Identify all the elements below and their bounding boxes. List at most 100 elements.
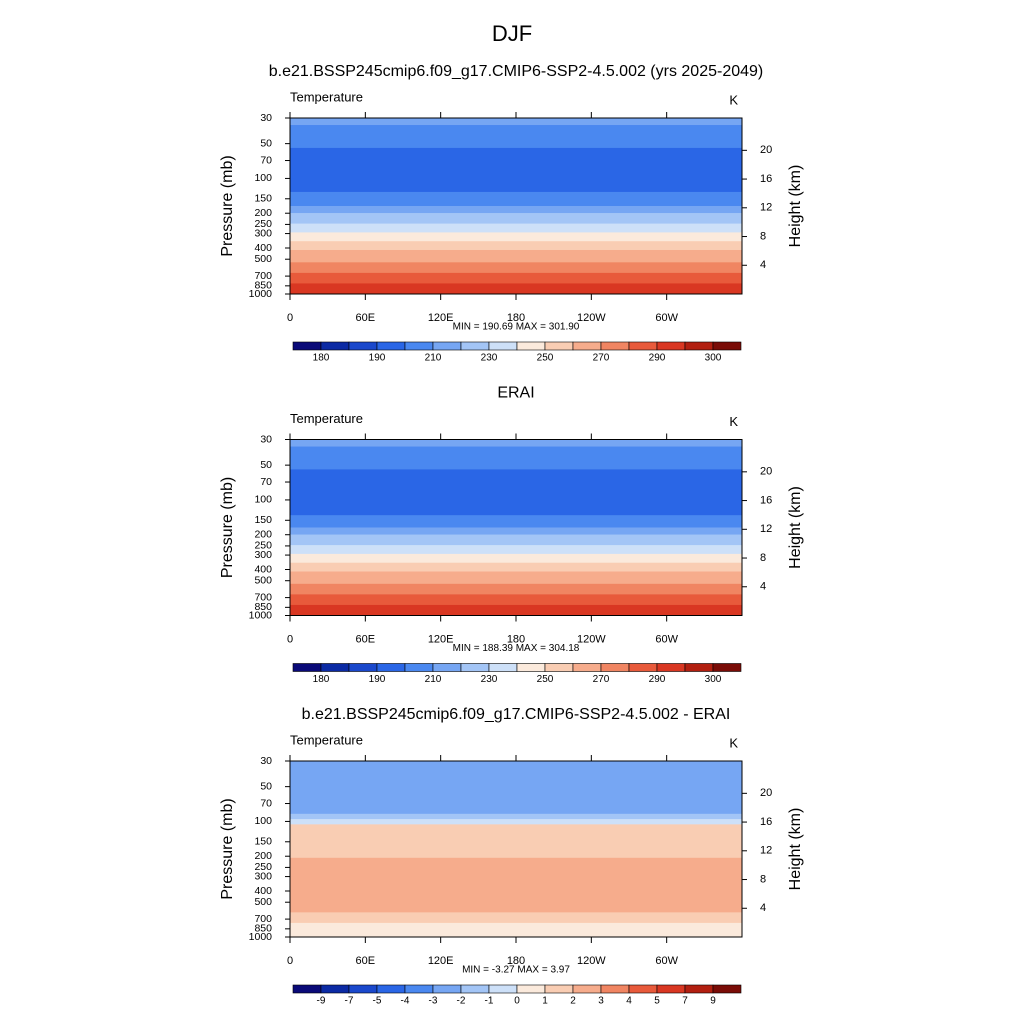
- y-tick-label: 200: [254, 529, 272, 541]
- x-tick-label: 120E: [428, 312, 454, 324]
- y-tick-label: 850: [254, 923, 272, 935]
- panel-title: b.e21.BSSP245cmip6.f09_g17.CMIP6-SSP2-4.…: [302, 706, 731, 723]
- colorbar-box: [488, 341, 518, 351]
- x-tick-label: 60W: [655, 312, 678, 324]
- colorbar-box: [376, 984, 406, 994]
- x-tick-label: 120E: [428, 633, 454, 645]
- colorbar-label: 250: [537, 353, 554, 364]
- colorbar-box: [684, 984, 714, 994]
- contour-band: [290, 446, 742, 470]
- colorbar-box: [628, 663, 658, 672]
- y2-tick-label: 4: [760, 259, 766, 271]
- y2-tick-label: 12: [760, 845, 772, 857]
- y-tick-label: 500: [254, 574, 272, 586]
- y-tick-label: 400: [254, 242, 272, 254]
- y-tick-label: 500: [254, 253, 272, 265]
- colorbar-label: 290: [649, 674, 666, 685]
- y-tick-label: 30: [260, 112, 272, 124]
- y-tick-label: 200: [254, 850, 272, 862]
- colorbar-label: -9: [317, 996, 326, 1007]
- colorbar-box: [404, 984, 434, 994]
- colorbar-label: 2: [570, 996, 576, 1007]
- x-tick-label: 60E: [356, 312, 376, 324]
- colorbar-box: [488, 663, 518, 672]
- x-tick-label: 60W: [655, 633, 678, 645]
- x-tick-label: 180: [507, 312, 525, 324]
- y2-tick-label: 20: [760, 787, 772, 799]
- stats: MIN = 190.69 MAX = 301.90: [453, 322, 580, 333]
- y-tick-label: 500: [254, 896, 272, 908]
- contour-band: [290, 545, 742, 555]
- colorbar-label: -4: [401, 996, 410, 1007]
- y2-axis-label: Height (km): [787, 486, 804, 569]
- right-label: K: [729, 735, 738, 750]
- y-tick-label: 30: [260, 433, 272, 445]
- colorbar-box: [572, 341, 602, 351]
- colorbar-label: 290: [649, 353, 666, 364]
- left-label: Temperature: [290, 411, 363, 426]
- colorbar-label: 230: [481, 353, 498, 364]
- x-tick-label: 120E: [428, 955, 454, 967]
- y-axis-label: Pressure (mb): [219, 798, 236, 899]
- y-tick-label: 400: [254, 563, 272, 575]
- y-tick-label: 70: [260, 154, 272, 166]
- colorbar-label: 5: [654, 996, 660, 1007]
- y-tick-label: 400: [254, 885, 272, 897]
- colorbar-label: 1: [542, 996, 548, 1007]
- contour-band: [290, 534, 742, 546]
- colorbar-box: [628, 984, 658, 994]
- colorbar-box: [292, 341, 322, 351]
- contour-band: [290, 912, 742, 924]
- colorbar-box: [656, 984, 686, 994]
- y2-tick-label: 4: [760, 581, 766, 593]
- colorbar-label: 270: [593, 674, 610, 685]
- colorbar-label: -5: [373, 996, 382, 1007]
- colorbar-box: [320, 341, 350, 351]
- contour-band: [290, 583, 742, 595]
- contour-band: [290, 922, 742, 938]
- y-axis-label: Pressure (mb): [219, 477, 236, 578]
- contour-band: [290, 439, 742, 448]
- contour-band: [290, 232, 742, 242]
- x-tick-label: 0: [287, 312, 293, 324]
- y-tick-label: 1000: [249, 609, 273, 621]
- contour-band: [290, 118, 742, 126]
- y-tick-label: 30: [260, 755, 272, 767]
- colorbar-box: [544, 663, 574, 672]
- colorbar-label: 4: [626, 996, 632, 1007]
- x-tick-label: 0: [287, 955, 293, 967]
- x-tick-label: 60E: [356, 633, 376, 645]
- contour-band: [290, 594, 742, 606]
- colorbar-label: 190: [369, 674, 386, 685]
- colorbar-box: [348, 663, 378, 672]
- colorbar-box: [712, 341, 742, 351]
- colorbar-label: 270: [593, 353, 610, 364]
- y-tick-label: 250: [254, 861, 272, 873]
- y2-tick-label: 8: [760, 873, 766, 885]
- x-tick-label: 0: [287, 633, 293, 645]
- colorbar-label: -3: [429, 996, 438, 1007]
- y-tick-label: 100: [254, 815, 272, 827]
- y-tick-label: 150: [254, 836, 272, 848]
- y-tick-label: 700: [254, 591, 272, 603]
- contour-band: [290, 147, 742, 193]
- y-tick-label: 50: [260, 780, 272, 792]
- colorbar-box: [572, 663, 602, 672]
- stats: MIN = 188.39 MAX = 304.18: [453, 643, 580, 654]
- y-tick-label: 250: [254, 218, 272, 230]
- y-tick-label: 1000: [249, 288, 273, 300]
- colorbar-box: [544, 984, 574, 994]
- right-label: K: [729, 414, 738, 429]
- colorbar-label: -2: [457, 996, 466, 1007]
- colorbar-box: [516, 663, 546, 672]
- x-tick-label: 180: [507, 633, 525, 645]
- colorbar-box: [376, 663, 406, 672]
- colorbar-label: 7: [682, 996, 688, 1007]
- colorbar-box: [292, 663, 322, 672]
- y-tick-label: 850: [254, 280, 272, 292]
- right-label: K: [729, 92, 738, 107]
- contour-band: [290, 262, 742, 274]
- colorbar-box: [656, 341, 686, 351]
- x-tick-label: 60E: [356, 955, 376, 967]
- contour-band: [290, 206, 742, 214]
